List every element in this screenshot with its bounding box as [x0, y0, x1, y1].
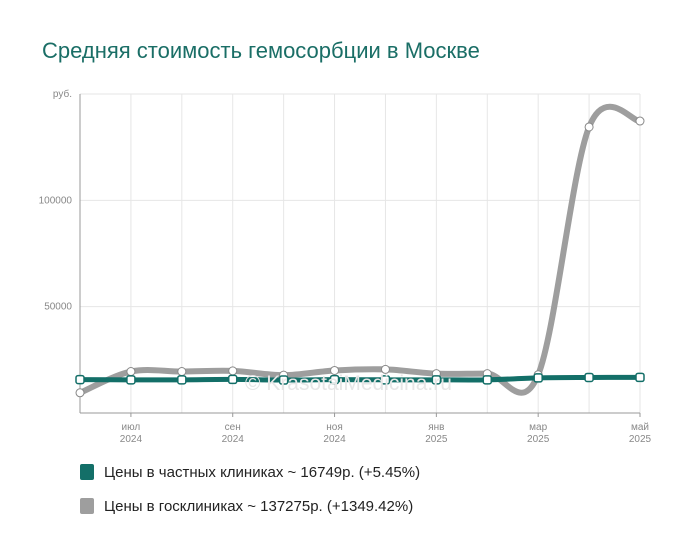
data-point-state[interactable] [228, 366, 238, 376]
y-tick-label: 100000 [39, 195, 73, 206]
x-tick-year: 2025 [527, 434, 550, 445]
x-tick-month: сен [225, 422, 241, 433]
data-point-private[interactable] [482, 375, 493, 385]
chart-title: Средняя стоимость гемосорбции в Москве [42, 38, 480, 63]
legend-item-state[interactable]: Цены в госклиниках ~ 137275р. (+1349.42%… [80, 496, 420, 516]
data-point-state[interactable] [330, 365, 340, 375]
data-point-private[interactable] [227, 374, 238, 385]
data-point-state[interactable] [380, 364, 390, 374]
data-point-state[interactable] [126, 367, 136, 377]
data-point-state[interactable] [75, 388, 85, 398]
x-tick-year: 2025 [425, 434, 448, 445]
data-point-private[interactable] [75, 374, 85, 385]
legend-swatch-state [80, 498, 94, 514]
legend-label-private: Цены в частных клиниках ~ 16749р. (+5.45… [104, 463, 421, 481]
x-tick-year: 2025 [629, 434, 652, 445]
series-line-state [77, 103, 643, 396]
legend-item-private[interactable]: Цены в частных клиниках ~ 16749р. (+5.45… [80, 462, 420, 482]
x-tick-month: май [631, 422, 649, 433]
x-tick-month: ноя [326, 422, 343, 433]
legend-label-state: Цены в госклиниках ~ 137275р. (+1349.42%… [104, 497, 414, 515]
data-point-private[interactable] [380, 375, 391, 385]
data-point-private[interactable] [584, 372, 594, 383]
x-tick-year: 2024 [120, 434, 143, 445]
data-point-private[interactable] [635, 372, 645, 383]
x-tick-month: июл [122, 422, 141, 433]
data-point-private[interactable] [278, 375, 289, 385]
data-point-private[interactable] [126, 375, 136, 385]
chart-legend: Цены в частных клиниках ~ 16749р. (+5.45… [80, 462, 420, 530]
data-point-state[interactable] [635, 116, 645, 126]
data-point-state[interactable] [584, 122, 594, 132]
data-point-private[interactable] [329, 374, 340, 385]
x-tick-year: 2024 [323, 434, 346, 445]
x-tick-month: мар [529, 422, 547, 433]
data-point-state[interactable] [177, 367, 187, 377]
x-tick-month: янв [428, 422, 444, 433]
x-tick-year: 2024 [222, 434, 245, 445]
legend-swatch-private [80, 464, 94, 480]
y-tick-label: руб. [53, 88, 72, 100]
data-point-private[interactable] [533, 373, 543, 383]
y-tick-label: 50000 [44, 302, 72, 313]
data-point-private[interactable] [177, 375, 187, 385]
data-point-private[interactable] [431, 375, 442, 385]
watermark: © KrasotaiMedicina.ru [245, 372, 452, 395]
